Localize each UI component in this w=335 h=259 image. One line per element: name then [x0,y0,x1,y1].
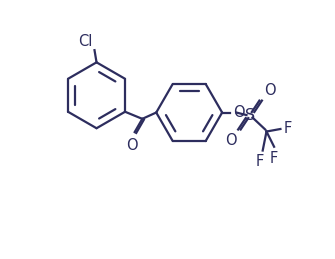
Text: O: O [233,105,245,120]
Text: Cl: Cl [79,34,93,49]
Text: O: O [126,138,137,153]
Text: O: O [264,83,275,98]
Text: F: F [255,154,264,169]
Text: F: F [283,121,292,136]
Text: F: F [270,150,278,166]
Text: S: S [245,107,255,123]
Text: O: O [225,133,236,148]
